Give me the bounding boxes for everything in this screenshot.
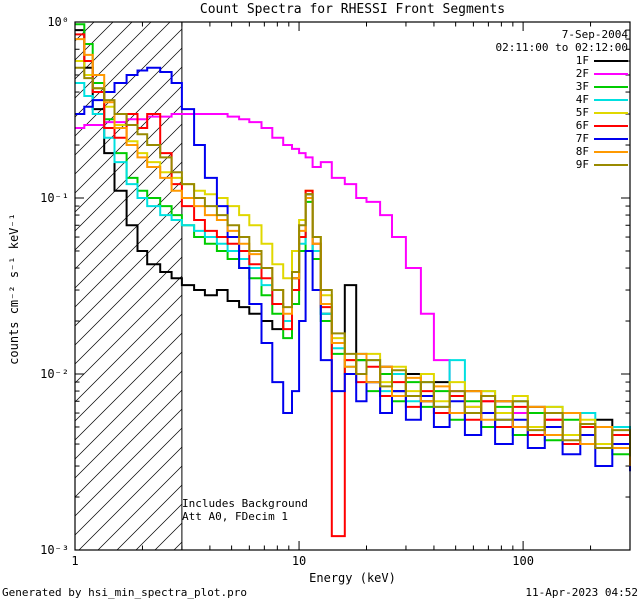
legend-entry-label: 2F [575, 67, 589, 80]
legend-entry: 6F [496, 119, 628, 132]
legend-entries: 1F 2F 3F 4F 5F 6F 7F 8F 9F [496, 54, 628, 171]
legend-entry: 5F [496, 106, 628, 119]
legend: 7-Sep-2004 02:11:00 to 02:12:00 1F 2F 3F 4F… [496, 28, 628, 171]
hatch-region [75, 22, 182, 550]
plot-annotations: Includes Background Att A0, FDecim 1 [182, 497, 308, 523]
legend-entry-label: 5F [575, 106, 589, 119]
y-axis-label: counts cm⁻² s⁻¹ keV⁻¹ [7, 213, 21, 365]
annotation-background: Includes Background [182, 497, 308, 510]
legend-entry-swatch [594, 111, 628, 114]
x-tick-label: 10 [292, 554, 306, 568]
plot-title: Count Spectra for RHESSI Front Segments [199, 2, 506, 17]
legend-entry: 4F [496, 93, 628, 106]
legend-entry-label: 3F [575, 80, 589, 93]
x-tick-label: 1 [71, 554, 78, 568]
series-line-7F [75, 66, 631, 472]
legend-entry-label: 8F [575, 145, 589, 158]
legend-entry-label: 4F [575, 93, 589, 106]
legend-entry: 1F [496, 54, 628, 67]
legend-entry: 2F [496, 67, 628, 80]
y-tick-label: 10⁻¹ [40, 191, 69, 205]
y-tick-label: 10⁰ [47, 15, 69, 29]
legend-entry-label: 6F [575, 119, 589, 132]
plot-frame [74, 21, 631, 551]
legend-entry-swatch [594, 150, 628, 153]
y-tick-label: 10⁻³ [40, 543, 69, 557]
legend-entry: 7F [496, 132, 628, 145]
legend-entry: 3F [496, 80, 628, 93]
legend-entry-swatch [594, 124, 628, 127]
legend-entry-swatch [594, 59, 628, 62]
annotation-attenuator: Att A0, FDecim 1 [182, 510, 288, 523]
legend-entry: 8F [496, 145, 628, 158]
legend-time: 02:11:00 to 02:12:00 [495, 41, 628, 54]
legend-entry-swatch [594, 72, 628, 75]
x-axis-label: Energy (keV) [309, 571, 396, 585]
legend-entry-label: 1F [575, 54, 589, 67]
legend-entry: 9F [496, 158, 628, 171]
legend-entry-swatch [594, 98, 628, 101]
series-lines [75, 23, 631, 538]
footer-timestamp: 11-Apr-2023 04:52 [525, 586, 638, 599]
legend-entry-label: 7F [575, 132, 589, 145]
series-line-9F [75, 66, 631, 457]
series-line-2F [75, 113, 631, 455]
legend-entry-swatch [594, 163, 628, 166]
legend-entry-label: 9F [575, 158, 589, 171]
footer-generated-by: Generated by hsi_min_spectra_plot.pro [2, 586, 248, 599]
x-tick-label: 100 [512, 554, 534, 568]
legend-entry-swatch [594, 85, 628, 88]
y-tick-label: 10⁻² [40, 367, 69, 381]
legend-entry-swatch [594, 137, 628, 140]
legend-date: 7-Sep-2004 [561, 28, 628, 41]
